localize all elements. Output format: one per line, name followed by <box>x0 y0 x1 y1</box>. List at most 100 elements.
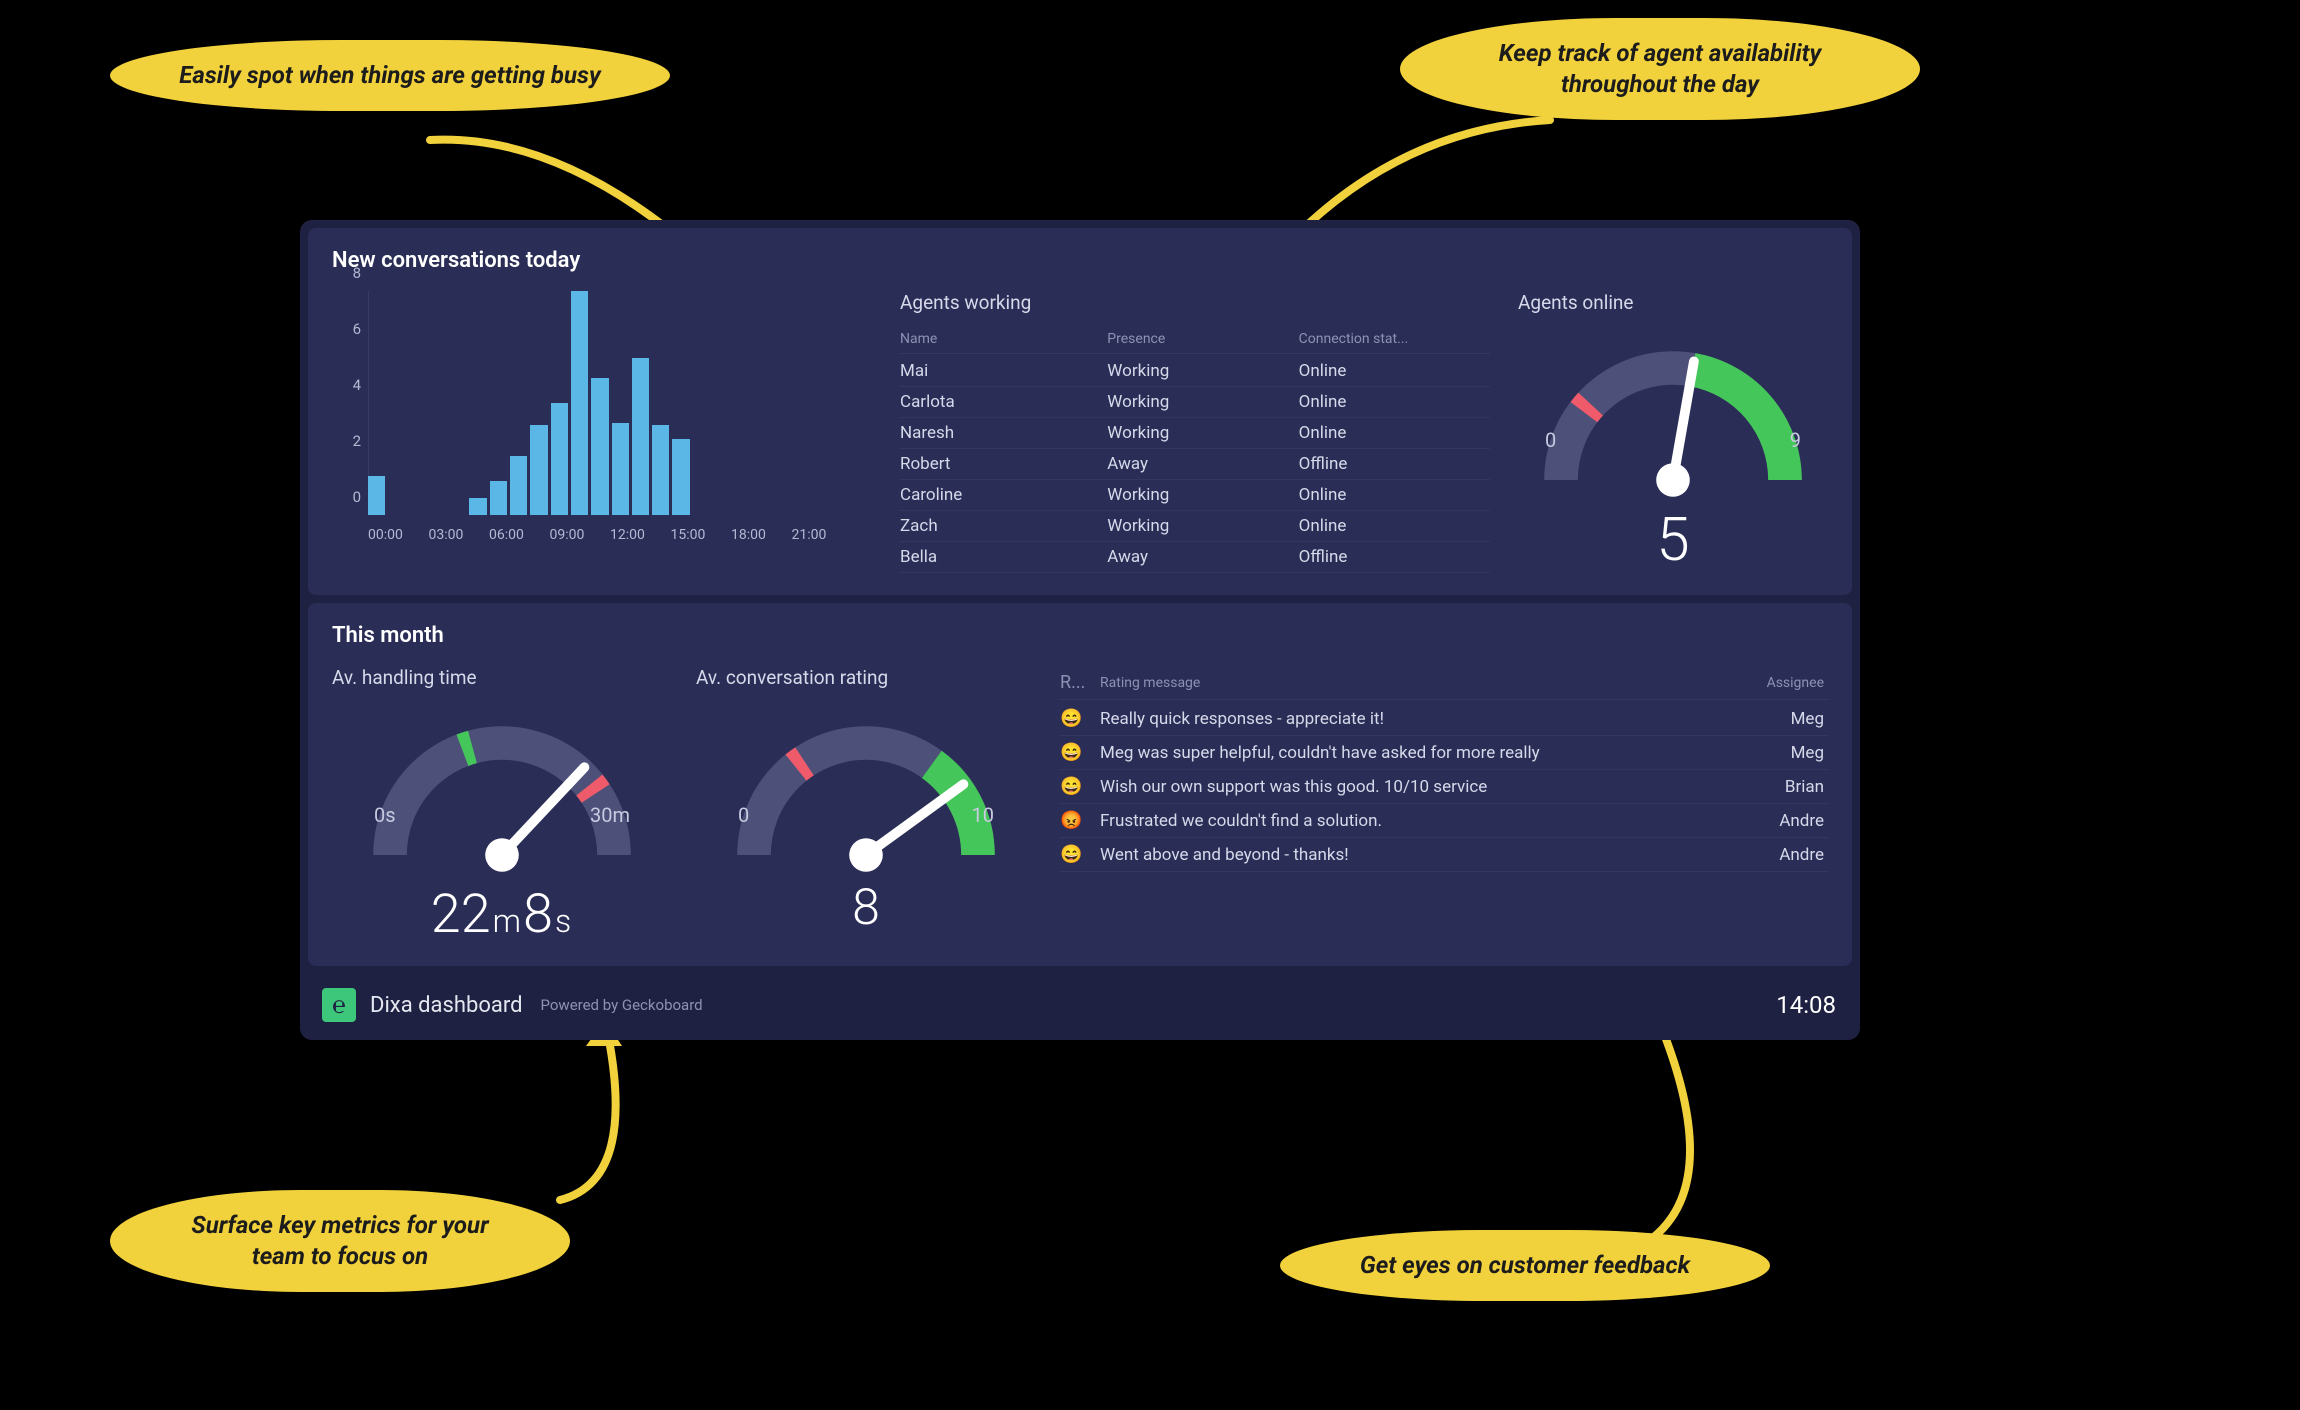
handling-max: 30m <box>590 803 630 827</box>
agent-name: Mai <box>900 361 1107 381</box>
table-row: ZachWorkingOnline <box>900 511 1490 542</box>
col-name-header: Name <box>900 331 1107 347</box>
y-tick: 0 <box>333 488 361 506</box>
rating-emoji-icon: 😄 <box>1060 708 1100 729</box>
bar <box>632 358 649 515</box>
dashboard: New conversations today 02468 00:0003:00… <box>300 220 1860 1040</box>
bar <box>652 425 669 515</box>
feedback-row: 😄Really quick responses - appreciate it!… <box>1060 702 1828 736</box>
callout-metrics: Surface key metrics for yourteam to focu… <box>110 1190 570 1292</box>
gauge-online-max: 9 <box>1790 428 1801 452</box>
rating-gauge: Av. conversation rating 0 10 8 <box>696 666 1036 946</box>
agents-online-gauge: Agents online 0 9 5 <box>1518 291 1828 575</box>
title-new-conversations: New conversations today <box>332 248 1828 273</box>
agent-presence: Working <box>1107 516 1298 536</box>
table-row: NareshWorkingOnline <box>900 418 1490 449</box>
agent-conn: Online <box>1299 361 1490 381</box>
callout-availability: Keep track of agent availabilitythrougho… <box>1400 18 1920 120</box>
agent-conn: Online <box>1299 516 1490 536</box>
table-row: MaiWorkingOnline <box>900 356 1490 387</box>
bar <box>510 456 527 515</box>
bar <box>571 291 588 515</box>
x-label: 03:00 <box>429 527 490 543</box>
handling-title: Av. handling time <box>332 666 672 689</box>
agent-conn: Online <box>1299 485 1490 505</box>
agent-presence: Away <box>1107 547 1298 567</box>
logo-icon: ℮ <box>322 988 356 1022</box>
bar-chart: 02468 00:0003:0006:0009:0012:0015:0018:0… <box>332 291 872 575</box>
callout-feedback: Get eyes on customer feedback <box>1280 1230 1770 1301</box>
dashboard-name: Dixa dashboard <box>370 993 523 1018</box>
x-label: 21:00 <box>792 527 853 543</box>
agent-conn: Offline <box>1299 454 1490 474</box>
bar <box>530 425 547 515</box>
rating-message: Meg was super helpful, couldn't have ask… <box>1100 743 1708 763</box>
col-presence-header: Presence <box>1107 331 1298 347</box>
rating-assignee: Brian <box>1708 777 1828 797</box>
col-emoji-header: R... <box>1060 672 1100 693</box>
agents-online-title: Agents online <box>1518 291 1828 314</box>
rating-max: 10 <box>972 803 994 827</box>
feedback-row: 😄Meg was super helpful, couldn't have as… <box>1060 736 1828 770</box>
agent-presence: Working <box>1107 485 1298 505</box>
y-tick: 8 <box>333 264 361 282</box>
table-row: CarolineWorkingOnline <box>900 480 1490 511</box>
title-this-month: This month <box>332 623 1828 648</box>
footer: ℮ Dixa dashboard Powered by Geckoboard 1… <box>300 974 1860 1040</box>
rating-value: 8 <box>696 879 1036 937</box>
rating-message: Went above and beyond - thanks! <box>1100 845 1708 865</box>
agent-name: Carlota <box>900 392 1107 412</box>
bar <box>469 498 486 515</box>
col-assignee-header: Assignee <box>1708 675 1828 691</box>
agent-name: Naresh <box>900 423 1107 443</box>
agent-presence: Working <box>1107 392 1298 412</box>
rating-message: Wish our own support was this good. 10/1… <box>1100 777 1708 797</box>
bar <box>591 378 608 515</box>
table-row: RobertAwayOffline <box>900 449 1490 480</box>
feedback-table: R... Rating message Assignee 😄Really qui… <box>1060 666 1828 946</box>
x-label: 15:00 <box>671 527 732 543</box>
table-row: CarlotaWorkingOnline <box>900 387 1490 418</box>
col-msg-header: Rating message <box>1100 675 1708 691</box>
x-label: 09:00 <box>550 527 611 543</box>
table-row: BellaAwayOffline <box>900 542 1490 573</box>
rating-assignee: Meg <box>1708 709 1828 729</box>
rating-assignee: Andre <box>1708 811 1828 831</box>
gauge-online-min: 0 <box>1545 428 1556 452</box>
bar <box>490 481 507 515</box>
handling-min: 0s <box>374 803 396 827</box>
rating-emoji-icon: 😄 <box>1060 776 1100 797</box>
x-label: 18:00 <box>731 527 792 543</box>
bar <box>368 476 385 515</box>
agent-name: Robert <box>900 454 1107 474</box>
agent-conn: Online <box>1299 423 1490 443</box>
agent-name: Bella <box>900 547 1107 567</box>
rating-emoji-icon: 😄 <box>1060 844 1100 865</box>
panel-today: New conversations today 02468 00:0003:00… <box>308 228 1852 595</box>
bar <box>612 423 629 515</box>
x-label: 00:00 <box>368 527 429 543</box>
x-label: 06:00 <box>489 527 550 543</box>
rating-assignee: Andre <box>1708 845 1828 865</box>
handling-gauge: Av. handling time 0s 30m 22m8s <box>332 666 672 946</box>
rating-min: 0 <box>738 803 749 827</box>
bar <box>551 403 568 515</box>
agent-presence: Away <box>1107 454 1298 474</box>
agent-name: Zach <box>900 516 1107 536</box>
rating-emoji-icon: 😡 <box>1060 810 1100 831</box>
agents-table: Agents working Name Presence Connection … <box>900 291 1490 575</box>
agent-presence: Working <box>1107 361 1298 381</box>
agent-presence: Working <box>1107 423 1298 443</box>
feedback-row: 😄Went above and beyond - thanks!Andre <box>1060 838 1828 872</box>
y-tick: 6 <box>333 320 361 338</box>
x-label: 12:00 <box>610 527 671 543</box>
y-tick: 2 <box>333 432 361 450</box>
rating-assignee: Meg <box>1708 743 1828 763</box>
rating-message: Frustrated we couldn't find a solution. <box>1100 811 1708 831</box>
panel-month: This month Av. handling time 0s 30m 22m8… <box>308 603 1852 966</box>
rating-title: Av. conversation rating <box>696 666 1036 689</box>
feedback-row: 😄Wish our own support was this good. 10/… <box>1060 770 1828 804</box>
agent-conn: Offline <box>1299 547 1490 567</box>
handling-value: 22m8s <box>332 883 672 946</box>
bar <box>672 439 689 515</box>
